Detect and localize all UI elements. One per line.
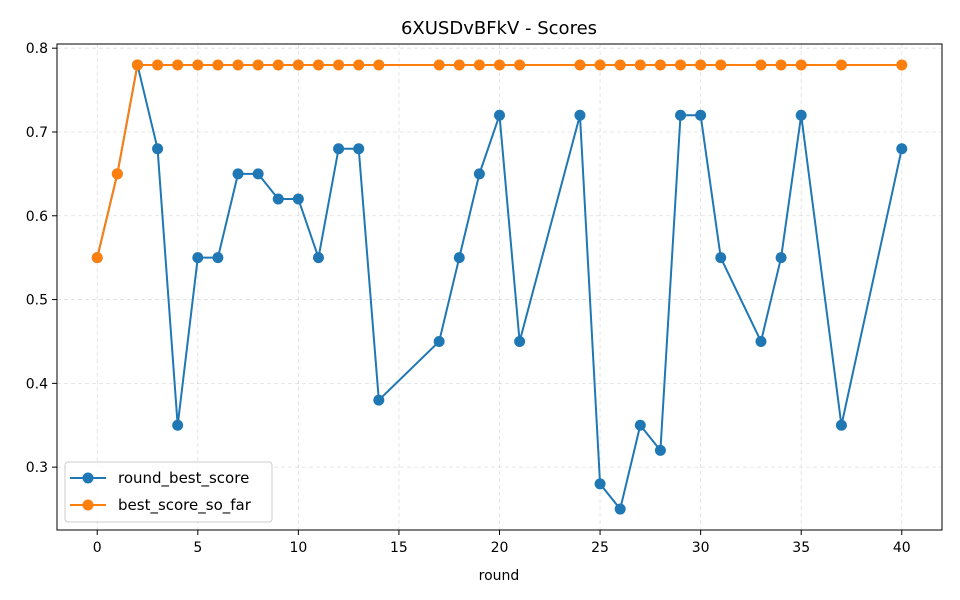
data-point-best-score-so-far [896, 59, 908, 71]
data-point-round-best-score [373, 394, 385, 406]
legend: round_best_score best_score_so_far [64, 461, 273, 523]
y-tick-label: 0.6 [26, 209, 48, 225]
y-tick-label: 0.3 [26, 460, 48, 476]
data-point-round-best-score [494, 109, 505, 121]
x-tick-label: 20 [491, 540, 509, 556]
data-point-best-score-so-far [272, 59, 284, 71]
data-point-round-best-score [453, 252, 465, 264]
legend-label-best-score-so-far: best_score_so_far [118, 496, 252, 515]
data-point-round-best-score [715, 252, 727, 264]
x-tick-label: 25 [591, 540, 609, 556]
data-point-best-score-so-far [695, 59, 707, 71]
y-ticks: 0.3 0.4 0.5 0.6 0.7 0.8 [26, 41, 57, 476]
data-point-best-score-so-far [312, 59, 324, 71]
data-point-best-score-so-far [433, 59, 445, 71]
data-point-round-best-score [232, 168, 244, 180]
data-point-best-score-so-far [172, 59, 184, 71]
x-tick-label: 15 [390, 540, 408, 556]
data-point-best-score-so-far [232, 59, 244, 71]
data-point-best-score-so-far [835, 59, 847, 71]
data-point-round-best-score [835, 419, 847, 431]
data-point-round-best-score [514, 335, 526, 347]
data-point-round-best-score [775, 252, 787, 264]
data-point-best-score-so-far [634, 59, 646, 71]
data-point-best-score-so-far [594, 59, 606, 71]
x-tick-label: 0 [93, 540, 102, 556]
data-point-best-score-so-far [795, 59, 807, 71]
data-point-best-score-so-far [152, 59, 164, 71]
y-tick-label: 0.5 [26, 293, 48, 309]
data-point-round-best-score [252, 168, 264, 180]
data-point-round-best-score [172, 419, 184, 431]
data-point-round-best-score [353, 143, 365, 155]
data-point-round-best-score [634, 419, 646, 431]
data-point-round-best-score [292, 193, 304, 205]
data-point-round-best-score [212, 252, 224, 264]
data-point-best-score-so-far [131, 59, 143, 71]
x-tick-label: 30 [692, 540, 710, 556]
series-layer [91, 59, 908, 515]
data-point-best-score-so-far [373, 59, 385, 71]
y-tick-label: 0.4 [26, 376, 48, 392]
data-point-round-best-score [574, 109, 586, 121]
data-point-best-score-so-far [654, 59, 666, 71]
data-point-round-best-score [675, 109, 687, 121]
data-point-round-best-score [695, 109, 707, 121]
data-point-best-score-so-far [91, 252, 103, 264]
y-tick-label: 0.7 [26, 125, 48, 141]
x-tick-label: 35 [792, 540, 810, 556]
data-point-best-score-so-far [453, 59, 465, 71]
data-point-best-score-so-far [353, 59, 365, 71]
data-point-best-score-so-far [292, 59, 304, 71]
x-axis-label: round [479, 568, 520, 584]
data-point-best-score-so-far [494, 59, 505, 71]
series-best-score-so-far [91, 59, 908, 264]
legend-box [64, 461, 273, 523]
data-point-round-best-score [152, 143, 164, 155]
data-point-best-score-so-far [192, 59, 204, 71]
data-point-best-score-so-far [333, 59, 345, 71]
data-point-round-best-score [896, 143, 908, 155]
data-point-round-best-score [312, 252, 324, 264]
data-point-round-best-score [594, 478, 606, 490]
data-point-round-best-score [654, 444, 666, 456]
legend-label-round-best-score: round_best_score [118, 469, 249, 488]
x-tick-label: 10 [289, 540, 307, 556]
data-point-round-best-score [755, 335, 767, 347]
data-point-round-best-score [333, 143, 345, 155]
data-point-round-best-score [614, 503, 626, 515]
data-point-best-score-so-far [775, 59, 787, 71]
data-point-round-best-score [433, 335, 445, 347]
y-tick-label: 0.8 [26, 41, 48, 57]
data-point-best-score-so-far [675, 59, 687, 71]
data-point-best-score-so-far [715, 59, 727, 71]
x-tick-label: 5 [193, 540, 202, 556]
data-point-best-score-so-far [473, 59, 485, 71]
x-tick-label: 40 [893, 540, 911, 556]
legend-marker-round-best-score [82, 472, 94, 484]
data-point-best-score-so-far [574, 59, 586, 71]
x-ticks: 0 5 10 15 20 25 30 35 40 [93, 530, 911, 556]
legend-marker-best-score-so-far [82, 499, 94, 511]
data-point-best-score-so-far [755, 59, 767, 71]
chart-title: 6XUSDvBFkV - Scores [401, 18, 597, 39]
data-point-round-best-score [795, 109, 807, 121]
data-point-best-score-so-far [212, 59, 224, 71]
data-point-best-score-so-far [614, 59, 626, 71]
data-point-best-score-so-far [111, 168, 123, 180]
data-point-round-best-score [192, 252, 204, 264]
data-point-best-score-so-far [252, 59, 264, 71]
data-point-round-best-score [473, 168, 485, 180]
data-point-round-best-score [272, 193, 284, 205]
data-point-best-score-so-far [514, 59, 526, 71]
